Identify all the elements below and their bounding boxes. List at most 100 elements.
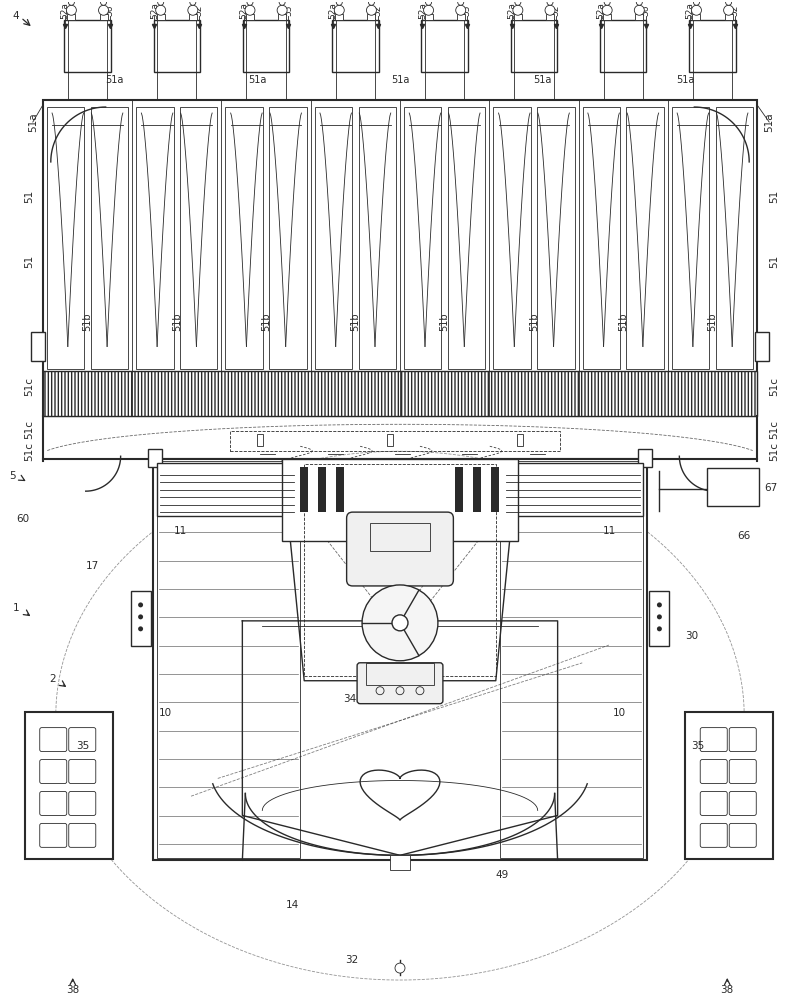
Bar <box>546 14 554 20</box>
Bar <box>516 434 523 446</box>
Circle shape <box>692 5 701 15</box>
Circle shape <box>99 5 108 15</box>
Bar <box>387 434 393 446</box>
Circle shape <box>724 5 733 15</box>
Bar <box>390 855 410 870</box>
Circle shape <box>336 0 342 5</box>
Text: 35: 35 <box>76 741 89 751</box>
Circle shape <box>66 5 77 15</box>
Bar <box>47 107 84 369</box>
Text: 10: 10 <box>613 708 626 718</box>
Bar <box>25 712 112 859</box>
Text: 52a: 52a <box>150 2 159 19</box>
Circle shape <box>657 602 662 607</box>
Bar <box>180 107 218 369</box>
Text: 51a: 51a <box>391 75 409 85</box>
Bar <box>68 14 76 20</box>
Circle shape <box>362 585 438 661</box>
Text: 51: 51 <box>24 255 33 268</box>
Text: 51b: 51b <box>261 312 271 331</box>
Circle shape <box>138 626 143 631</box>
Bar <box>91 107 128 369</box>
Bar <box>514 14 522 20</box>
Text: 51b: 51b <box>618 312 628 331</box>
Text: 38: 38 <box>720 985 734 995</box>
Text: 66: 66 <box>737 531 751 541</box>
Text: 51a: 51a <box>764 112 774 132</box>
Circle shape <box>426 0 431 5</box>
Bar <box>716 107 753 369</box>
Bar <box>65 20 111 72</box>
Circle shape <box>69 0 74 5</box>
Text: 17: 17 <box>86 561 100 571</box>
Circle shape <box>657 614 662 619</box>
Circle shape <box>392 615 408 631</box>
Circle shape <box>547 0 553 5</box>
Bar <box>707 468 760 506</box>
Text: 19: 19 <box>382 694 395 704</box>
Text: 38: 38 <box>66 985 80 995</box>
Bar <box>269 107 307 369</box>
Bar <box>600 20 646 72</box>
Bar <box>583 107 620 369</box>
Text: 56: 56 <box>641 5 650 16</box>
Bar <box>157 14 165 20</box>
Circle shape <box>634 5 644 15</box>
Bar <box>366 663 434 685</box>
Text: 2: 2 <box>49 674 56 684</box>
Text: 52a: 52a <box>328 2 337 19</box>
Circle shape <box>155 5 166 15</box>
Bar <box>511 20 557 72</box>
Bar <box>43 100 757 416</box>
Text: 55: 55 <box>284 5 292 16</box>
Bar <box>336 14 344 20</box>
Bar <box>650 591 669 646</box>
Text: 55: 55 <box>462 5 472 16</box>
Bar <box>724 14 732 20</box>
Text: 51b: 51b <box>529 312 539 331</box>
Text: 51a: 51a <box>105 75 124 85</box>
Text: 52a: 52a <box>239 2 248 19</box>
Bar <box>147 449 162 467</box>
Bar <box>152 459 647 860</box>
Text: 32: 32 <box>345 955 359 965</box>
Circle shape <box>247 0 253 5</box>
Text: 51b: 51b <box>351 312 360 331</box>
Text: 51c: 51c <box>769 377 779 396</box>
Bar <box>359 107 396 369</box>
Bar <box>257 434 263 446</box>
Circle shape <box>367 5 376 15</box>
Bar <box>537 107 575 369</box>
Text: 51: 51 <box>769 190 779 203</box>
Bar <box>332 20 379 72</box>
Circle shape <box>158 0 163 5</box>
Text: 52: 52 <box>373 5 383 16</box>
Bar <box>226 107 263 369</box>
Text: 67: 67 <box>764 483 778 493</box>
Bar <box>693 14 701 20</box>
Bar <box>756 332 769 361</box>
Circle shape <box>100 0 107 5</box>
Text: 52: 52 <box>552 5 561 16</box>
Text: 1: 1 <box>13 603 19 613</box>
Text: 51b: 51b <box>708 312 717 331</box>
Circle shape <box>334 5 344 15</box>
Bar <box>100 14 108 20</box>
Text: 30: 30 <box>685 631 698 641</box>
Circle shape <box>188 5 198 15</box>
Bar <box>635 14 643 20</box>
Bar <box>689 20 736 72</box>
Text: 51c: 51c <box>24 377 33 396</box>
Circle shape <box>395 963 405 973</box>
Text: 51a: 51a <box>28 112 37 132</box>
Text: 51c: 51c <box>769 420 779 439</box>
Bar <box>404 107 442 369</box>
Circle shape <box>693 0 700 5</box>
Bar <box>685 712 773 859</box>
Text: 11: 11 <box>174 526 187 536</box>
Bar <box>304 464 496 676</box>
Text: 60: 60 <box>16 514 29 524</box>
Text: 52: 52 <box>730 5 740 16</box>
Circle shape <box>138 602 143 607</box>
Circle shape <box>636 0 642 5</box>
